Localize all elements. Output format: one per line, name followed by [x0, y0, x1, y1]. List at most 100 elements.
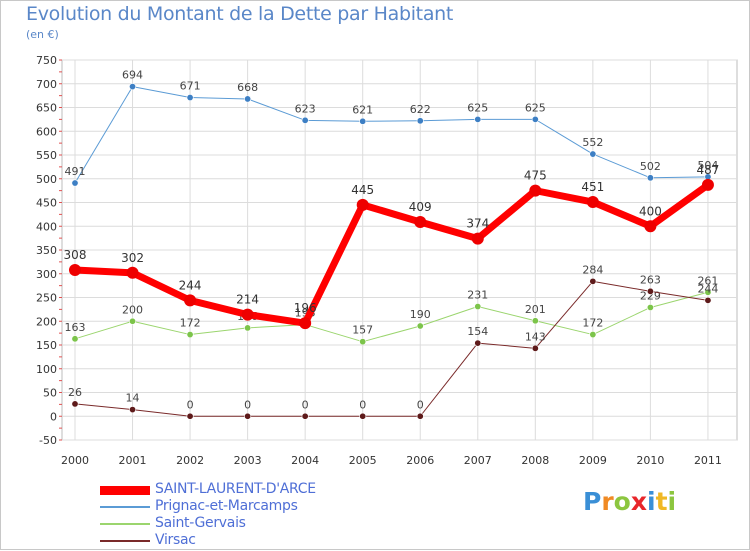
- y-tick-label: 150: [36, 339, 57, 352]
- data-point-saint-laurent-d-arce: [471, 232, 484, 245]
- logo-letter: r: [601, 487, 614, 516]
- data-label-virsac: 0: [417, 398, 424, 411]
- y-tick-label: 200: [36, 315, 57, 328]
- data-label-virsac: 143: [525, 330, 546, 343]
- y-tick-label: 700: [36, 78, 57, 91]
- logo-letter: i: [647, 487, 656, 516]
- y-tick-label: 550: [36, 149, 57, 162]
- logo-letter: i: [667, 487, 677, 516]
- data-label-virsac: 14: [126, 392, 140, 405]
- data-label-saint-gervais: 157: [352, 324, 373, 337]
- data-point-virsac: [531, 344, 539, 352]
- x-tick-label: 2011: [694, 454, 722, 467]
- y-tick-label: 450: [36, 197, 57, 210]
- data-point-virsac: [359, 412, 367, 420]
- data-point-saint-laurent-d-arce: [414, 215, 427, 228]
- data-label-saint-laurent-d-arce: 244: [179, 278, 202, 292]
- data-label-saint-laurent-d-arce: 308: [64, 248, 87, 262]
- data-point-prignac-et-marcamps: [129, 83, 137, 91]
- data-point-saint-laurent-d-arce: [701, 178, 714, 191]
- data-point-prignac-et-marcamps: [186, 94, 194, 102]
- data-label-saint-laurent-d-arce: 451: [581, 180, 604, 194]
- data-point-virsac: [244, 412, 252, 420]
- data-point-saint-gervais: [416, 322, 424, 330]
- x-tick-label: 2002: [176, 454, 204, 467]
- logo-letter: P: [583, 487, 602, 516]
- legend-swatch: [100, 486, 150, 495]
- data-point-saint-laurent-d-arce: [69, 263, 81, 276]
- data-label-saint-laurent-d-arce: 214: [236, 293, 259, 307]
- legend-label: Prignac-et-Marcamps: [155, 498, 298, 514]
- data-point-saint-laurent-d-arce: [586, 196, 599, 209]
- data-label-prignac-et-marcamps: 694: [122, 69, 143, 82]
- series-line-saint-laurent-d-arce: [71, 181, 712, 327]
- data-point-saint-laurent-d-arce: [356, 198, 369, 211]
- data-point-prignac-et-marcamps: [71, 179, 79, 187]
- y-tick-label: 600: [36, 125, 57, 138]
- data-point-saint-laurent-d-arce: [184, 294, 197, 307]
- data-label-saint-gervais: 261: [697, 274, 718, 287]
- data-label-prignac-et-marcamps: 504: [697, 159, 718, 172]
- y-tick-label: 500: [36, 173, 57, 186]
- data-point-saint-gervais: [474, 303, 482, 311]
- x-tick-label: 2008: [521, 454, 549, 467]
- data-point-saint-laurent-d-arce: [644, 220, 657, 233]
- logo-letter: t: [655, 487, 668, 516]
- data-point-virsac: [301, 412, 309, 420]
- data-label-virsac: 154: [467, 325, 488, 338]
- data-label-saint-gervais: 163: [65, 321, 86, 334]
- data-label-prignac-et-marcamps: 625: [525, 101, 546, 114]
- data-label-saint-laurent-d-arce: 487: [696, 163, 719, 177]
- data-point-saint-gervais: [646, 303, 654, 311]
- data-label-prignac-et-marcamps: 668: [237, 81, 258, 94]
- y-tick-label: 100: [36, 363, 57, 376]
- x-tick-label: 2006: [406, 454, 434, 467]
- data-label-virsac: 284: [582, 263, 603, 276]
- y-tick-label: -50: [39, 434, 57, 447]
- data-label-saint-gervais: 172: [180, 317, 201, 330]
- series-line-saint-gervais: [74, 291, 709, 343]
- y-tick-label: 400: [36, 220, 57, 233]
- data-point-prignac-et-marcamps: [301, 116, 309, 124]
- data-point-saint-laurent-d-arce: [126, 266, 139, 279]
- data-point-virsac: [186, 412, 194, 420]
- data-point-prignac-et-marcamps: [244, 95, 252, 103]
- proxiti-logo: Proxiti: [583, 487, 676, 516]
- data-label-saint-laurent-d-arce: 445: [351, 183, 374, 197]
- line-chart: -50 0 50 100 150 200 250 300 350 400 450 500 550 600 6…: [36, 54, 738, 467]
- data-point-virsac: [704, 296, 712, 304]
- data-point-saint-gervais: [531, 317, 539, 325]
- x-tick-label: 2003: [234, 454, 262, 467]
- data-point-virsac: [71, 400, 79, 408]
- y-tick-label: 350: [36, 244, 57, 257]
- legend-label: Virsac: [155, 532, 196, 548]
- y-tick-label: 50: [43, 387, 57, 400]
- data-label-saint-laurent-d-arce: 409: [409, 200, 432, 214]
- data-point-prignac-et-marcamps: [589, 150, 597, 158]
- data-label-saint-gervais: 229: [640, 289, 661, 302]
- legend-swatch: [100, 506, 150, 508]
- data-label-saint-laurent-d-arce: 374: [466, 217, 489, 231]
- data-point-virsac: [589, 277, 597, 285]
- data-point-virsac: [646, 287, 654, 295]
- data-point-saint-laurent-d-arce: [241, 308, 254, 321]
- logo-letter: x: [630, 487, 647, 516]
- series-line-prignac-et-marcamps: [74, 86, 709, 184]
- y-tick-label: 650: [36, 102, 57, 115]
- data-label-saint-laurent-d-arce: 400: [639, 204, 662, 218]
- y-tick-label: 300: [36, 268, 57, 281]
- data-point-prignac-et-marcamps: [359, 117, 367, 125]
- data-point-saint-laurent-d-arce: [299, 317, 312, 330]
- data-label-saint-laurent-d-arce: 302: [121, 251, 144, 265]
- data-label-virsac: 26: [68, 386, 82, 399]
- data-label-saint-gervais: 200: [122, 303, 143, 316]
- logo-letter: o: [613, 487, 631, 516]
- chart-title: Evolution du Montant de la Dette par Hab…: [26, 3, 454, 25]
- y-tick-label: 0: [50, 410, 57, 423]
- x-tick-label: 2001: [119, 454, 147, 467]
- legend-swatch: [100, 523, 150, 525]
- data-label-saint-laurent-d-arce: 475: [524, 169, 547, 183]
- data-label-prignac-et-marcamps: 502: [640, 160, 661, 173]
- data-point-saint-gervais: [704, 288, 712, 296]
- x-tick-label: 2000: [61, 454, 89, 467]
